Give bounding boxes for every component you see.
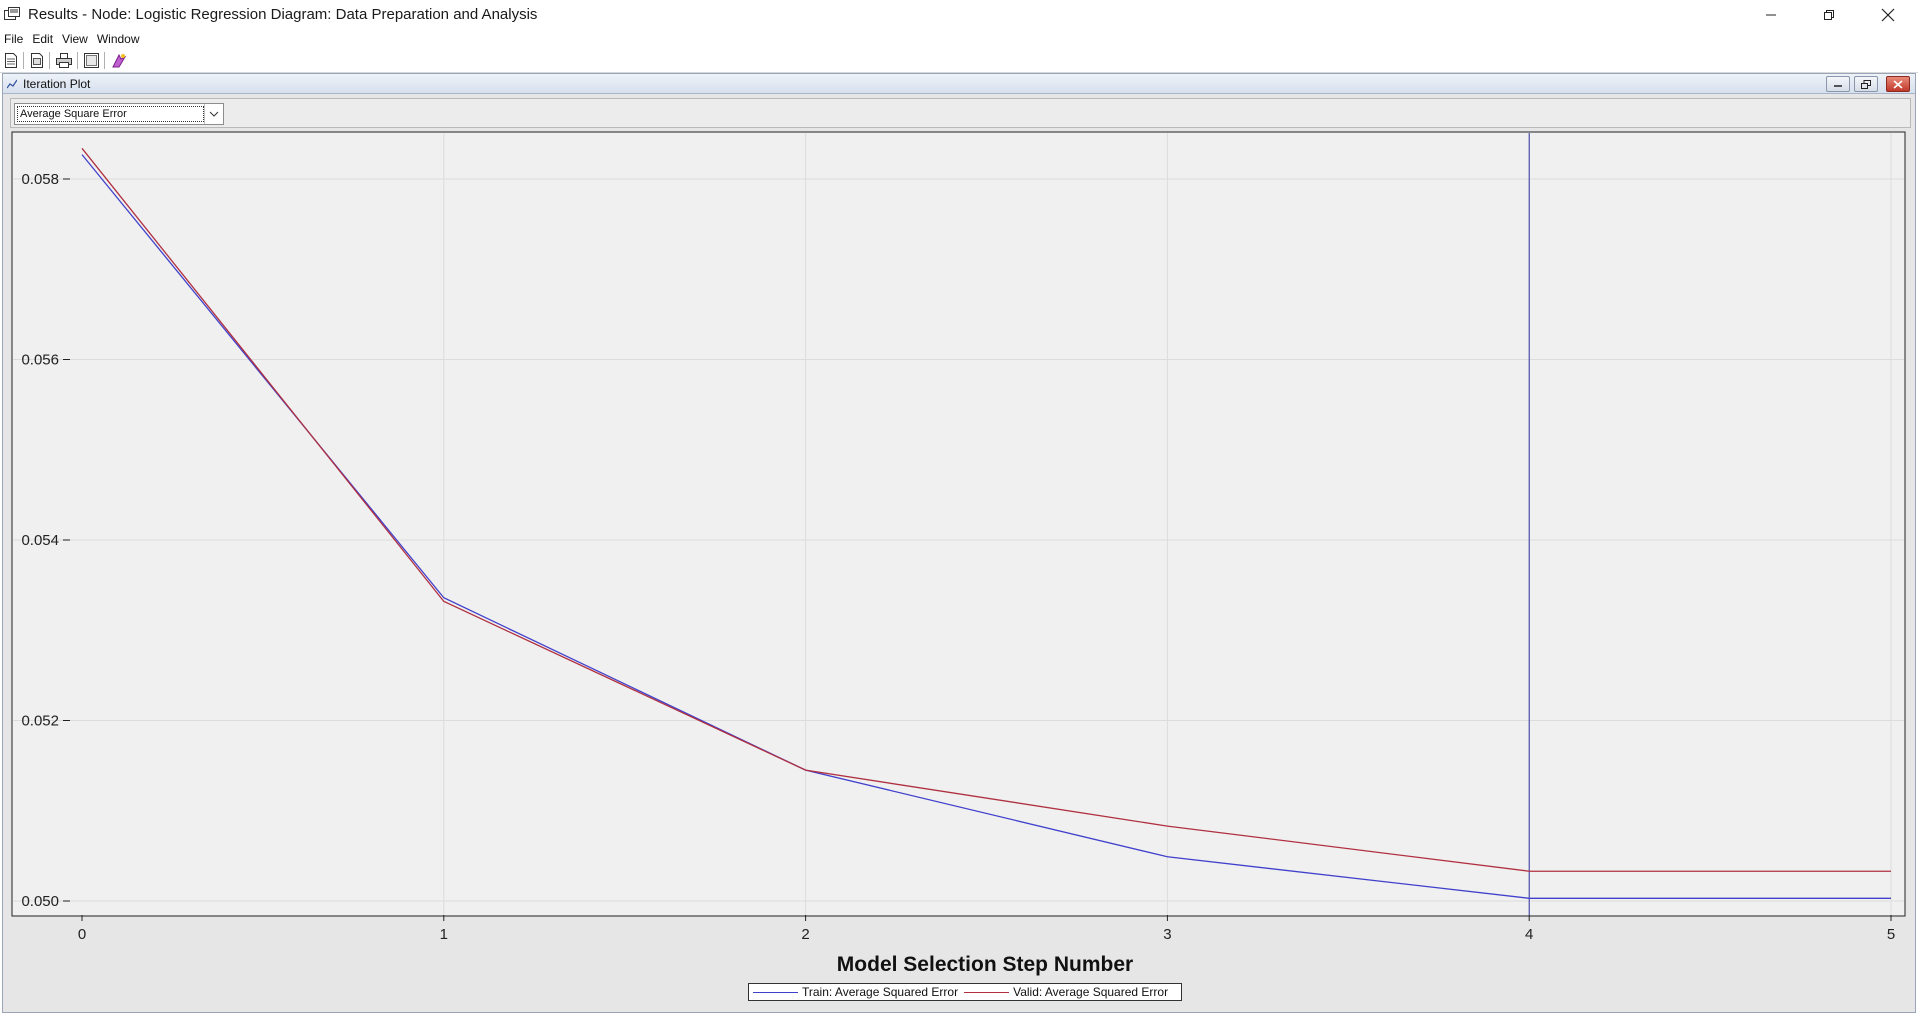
menu-file[interactable]: File xyxy=(4,31,24,46)
page-setup-icon xyxy=(83,53,99,68)
y-tick-label: 0.052 xyxy=(21,713,59,730)
run-wizard-icon xyxy=(112,53,127,67)
minimize-button[interactable] xyxy=(1742,0,1800,29)
iteration-plot-titlebar: Iteration Plot xyxy=(3,74,1915,94)
minimize-icon xyxy=(1834,85,1842,87)
run-wizard-button[interactable] xyxy=(109,51,129,70)
y-tick-label: 0.050 xyxy=(21,893,59,910)
chart-legend: Train: Average Squared Error Valid: Aver… xyxy=(748,983,1182,1001)
new-document-button[interactable] xyxy=(1,51,21,70)
x-tick-label: 4 xyxy=(1525,926,1533,943)
new-document-icon xyxy=(5,53,17,68)
menu-bar: File Edit View Window xyxy=(0,29,1918,48)
legend-label-valid: Valid: Average Squared Error xyxy=(1013,985,1169,999)
print-button[interactable] xyxy=(54,51,74,70)
legend-entry-train: Train: Average Squared Error xyxy=(753,985,958,999)
page-setup-button[interactable] xyxy=(81,51,101,70)
menu-window[interactable]: Window xyxy=(96,31,140,46)
minimize-icon xyxy=(1766,14,1776,15)
plot-icon xyxy=(7,79,17,89)
legend-swatch-train xyxy=(753,991,798,993)
statistic-selector-row: Average Square Error xyxy=(10,98,1911,128)
plot-area xyxy=(11,131,1906,917)
print-icon xyxy=(56,53,72,68)
chevron-down-icon xyxy=(209,111,219,117)
results-window-icon xyxy=(4,7,20,20)
close-icon xyxy=(1893,79,1903,89)
y-tick-label: 0.058 xyxy=(21,171,59,188)
x-tick-label: 3 xyxy=(1163,926,1171,943)
restore-button[interactable] xyxy=(1800,0,1858,29)
x-tick-label: 5 xyxy=(1887,926,1895,943)
legend-entry-valid: Valid: Average Squared Error xyxy=(964,985,1168,999)
panel-minimize-button[interactable] xyxy=(1826,76,1850,92)
statistic-select[interactable]: Average Square Error xyxy=(14,103,224,125)
x-tick-label: 0 xyxy=(78,926,86,943)
statistic-select-value: Average Square Error xyxy=(17,106,204,122)
y-tick-label: 0.054 xyxy=(21,532,59,549)
title-bar: Results - Node: Logistic Regression Diag… xyxy=(0,0,1918,29)
y-tick-label: 0.056 xyxy=(21,352,59,369)
iteration-plot-title: Iteration Plot xyxy=(23,77,91,91)
close-button[interactable] xyxy=(1859,0,1917,29)
panel-close-button[interactable] xyxy=(1886,76,1910,92)
restore-icon xyxy=(1824,9,1834,20)
legend-label-train: Train: Average Squared Error xyxy=(802,985,959,999)
restore-icon xyxy=(1861,79,1871,89)
x-tick-label: 1 xyxy=(440,926,448,943)
open-document-button[interactable] xyxy=(27,51,47,70)
menu-edit[interactable]: Edit xyxy=(32,31,54,46)
train-series-line xyxy=(81,154,1891,899)
x-tick-label: 2 xyxy=(801,926,809,943)
panel-restore-button[interactable] xyxy=(1854,76,1878,92)
legend-swatch-valid xyxy=(964,991,1010,993)
statistic-select-arrow[interactable] xyxy=(204,104,223,124)
x-axis-label: Model Selection Step Number xyxy=(837,953,1133,976)
menu-view[interactable]: View xyxy=(62,31,88,46)
valid-series-line xyxy=(81,147,1891,872)
toolbar xyxy=(0,48,1918,73)
window-title: Results - Node: Logistic Regression Diag… xyxy=(28,6,538,23)
close-icon xyxy=(1881,8,1895,21)
open-document-icon xyxy=(30,53,43,68)
